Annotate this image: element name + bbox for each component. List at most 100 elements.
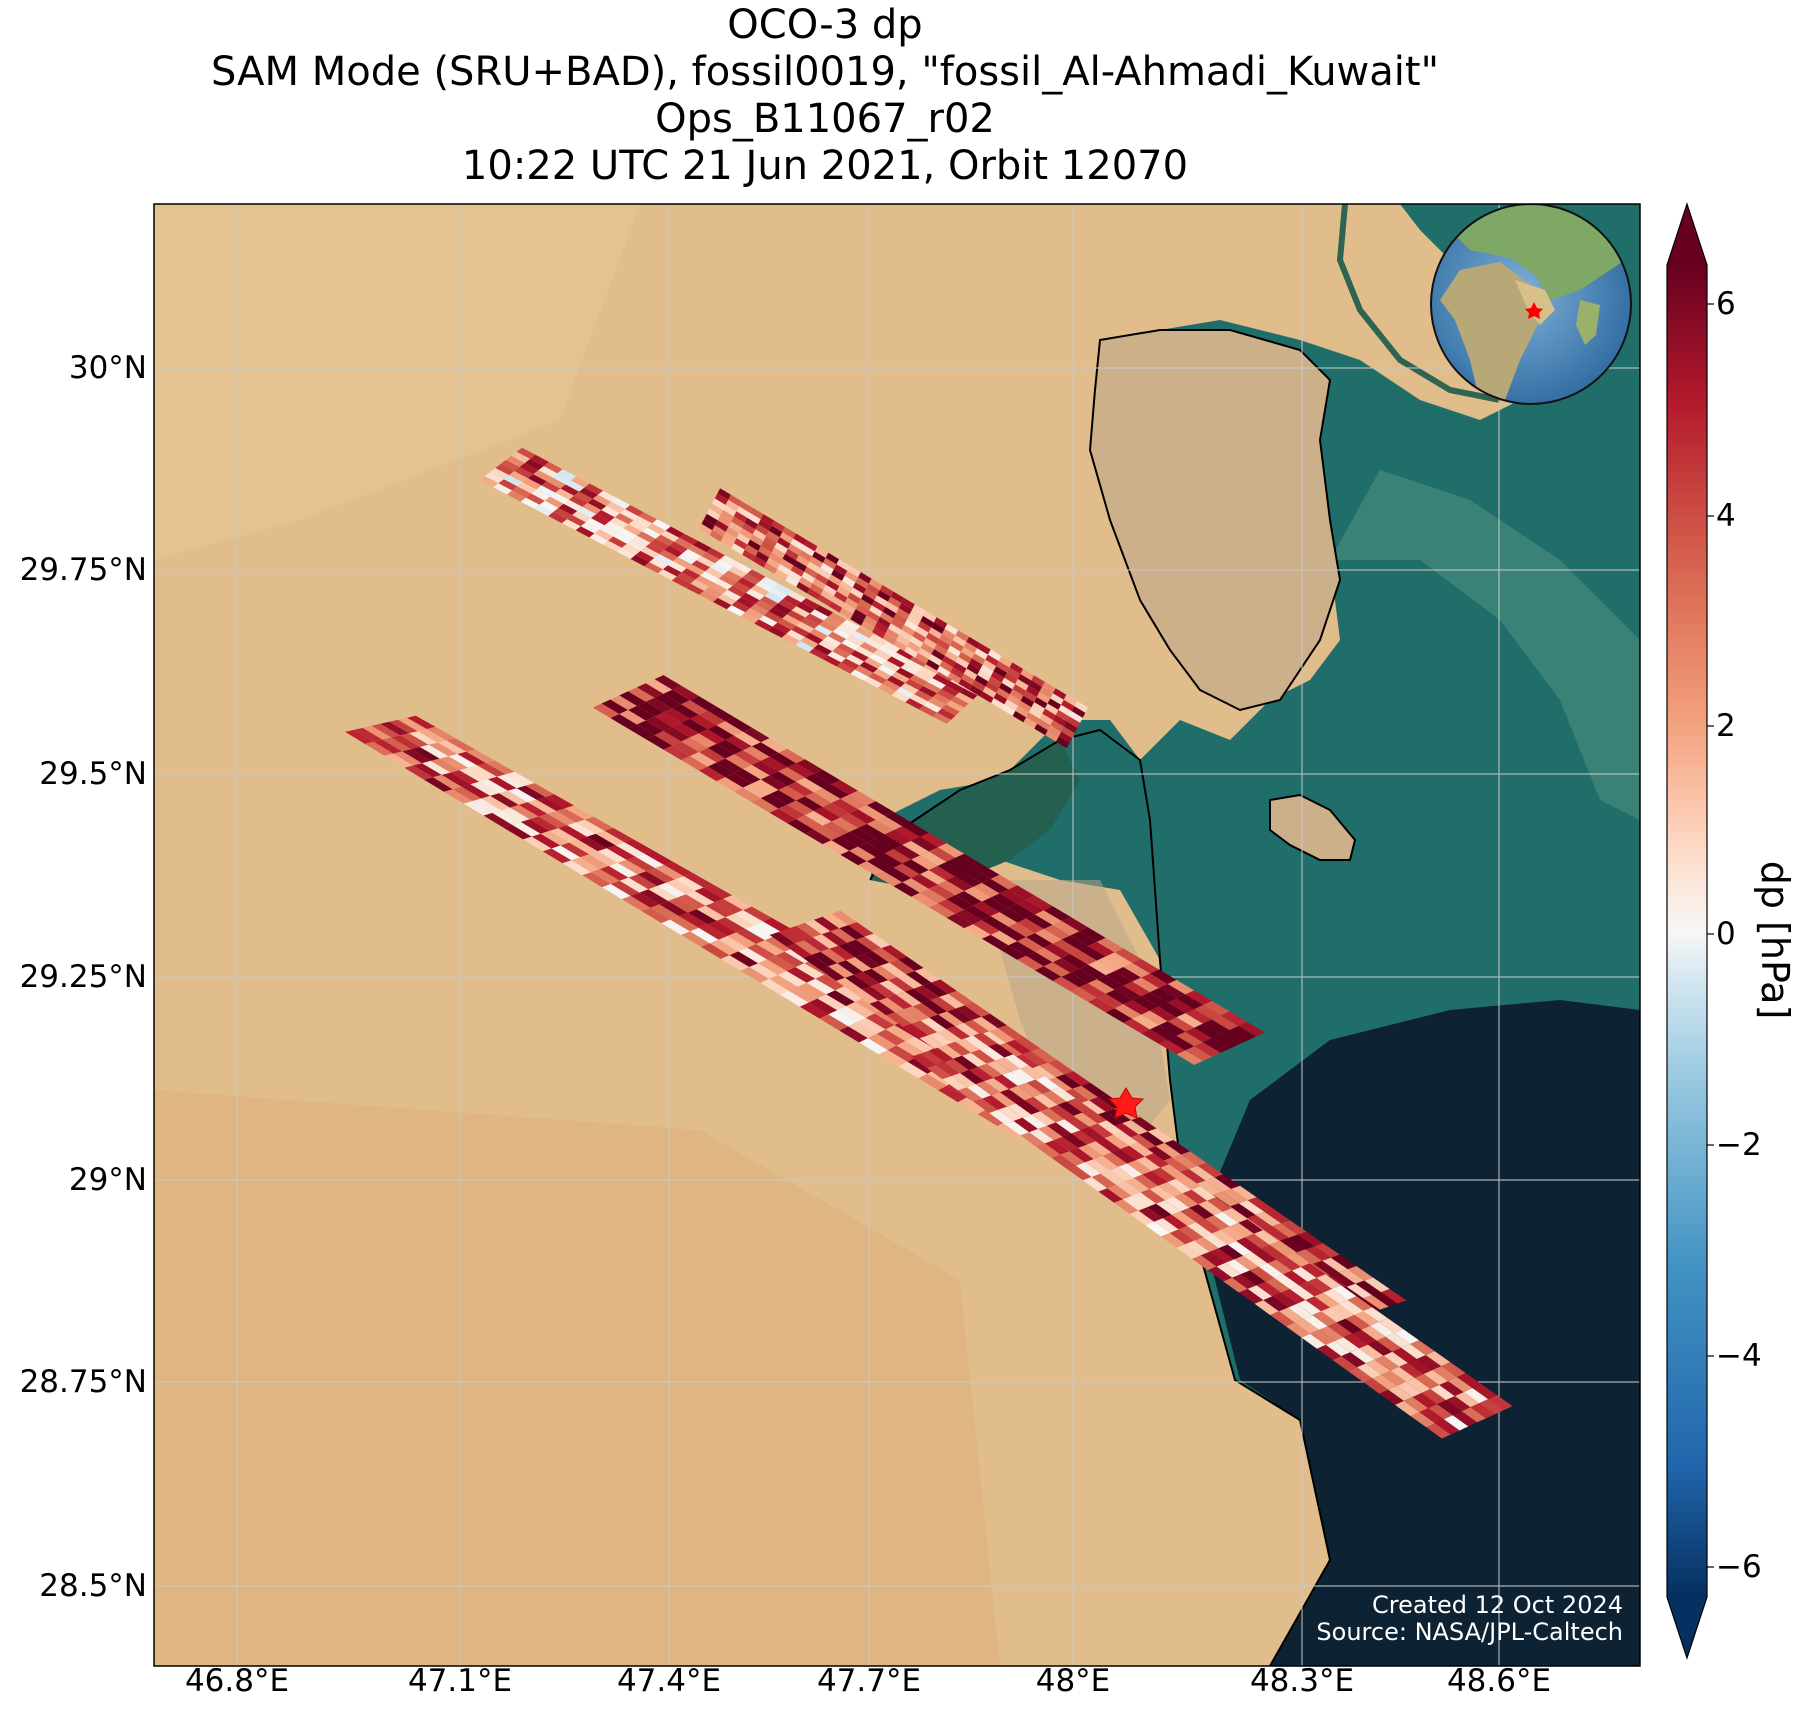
dp-sounding-cell xyxy=(660,530,680,542)
dp-sounding-cell xyxy=(1160,1164,1185,1179)
dp-sounding-cell xyxy=(1352,1329,1377,1345)
dp-sounding-cell xyxy=(868,672,887,684)
dp-sounding-cell xyxy=(885,601,899,614)
dp-sounding-cell xyxy=(674,876,704,891)
dp-sounding-cell xyxy=(918,647,932,660)
dp-sounding-cell xyxy=(1325,1341,1351,1357)
dp-sounding-cell xyxy=(714,898,744,914)
dp-sounding-cell xyxy=(990,912,1018,927)
globe-star-marker xyxy=(1525,302,1543,319)
dp-sounding-cell xyxy=(1020,1132,1045,1147)
dp-sounding-cell xyxy=(747,512,761,525)
dp-sounding-cell xyxy=(791,606,811,618)
dp-sounding-cell xyxy=(594,529,614,541)
dp-sounding-cell xyxy=(899,629,913,642)
dp-sounding-cell xyxy=(918,666,937,678)
dp-sounding-cell xyxy=(895,1009,921,1024)
dp-sounding-cell xyxy=(945,681,964,693)
dp-sounding-cell xyxy=(974,648,988,660)
dp-sounding-cell xyxy=(657,882,686,898)
dp-sounding-cell xyxy=(511,451,531,463)
dp-sounding-cell xyxy=(565,805,594,820)
dp-sounding-cell xyxy=(1088,997,1115,1013)
dp-sounding-cell xyxy=(933,617,948,629)
dp-sounding-cell xyxy=(636,701,664,717)
dp-sounding-cell xyxy=(848,1022,877,1039)
dp-sounding-cell xyxy=(548,511,568,524)
dp-sounding-cell xyxy=(1347,1296,1373,1311)
dp-sounding-cell xyxy=(795,940,821,955)
dp-sounding-cell xyxy=(928,884,956,900)
dp-sounding-cell xyxy=(911,874,938,889)
dp-sounding-cell xyxy=(734,750,761,765)
dp-sounding-cell xyxy=(814,605,834,617)
dp-sounding-cell xyxy=(572,511,591,523)
dp-sounding-cell xyxy=(1419,1408,1444,1424)
dp-sounding-cell xyxy=(942,1076,967,1091)
dp-sounding-cell xyxy=(1008,885,1035,900)
dp-sounding-cell xyxy=(557,469,577,481)
dp-sounding-cell xyxy=(486,760,515,775)
dp-sounding-cell xyxy=(1125,1177,1150,1193)
dp-sounding-cell xyxy=(1214,1174,1240,1189)
dp-sounding-cell xyxy=(516,785,546,800)
dp-sounding-cell xyxy=(690,696,717,711)
dp-sounding-cell xyxy=(950,696,969,708)
dp-sounding-cell xyxy=(955,656,970,669)
dp-sounding-cell xyxy=(890,618,905,630)
dp-sounding-cell xyxy=(1287,1303,1313,1319)
x-tick-label: 47.1°E xyxy=(407,1663,513,1699)
dp-sounding-cell xyxy=(1156,1200,1181,1215)
dp-sounding-cell xyxy=(552,473,571,485)
dp-sounding-cell xyxy=(1176,1175,1201,1190)
dp-sounding-cell xyxy=(773,603,792,615)
dp-sounding-cell xyxy=(580,854,609,870)
dp-sounding-cell xyxy=(862,968,889,984)
dp-sounding-cell xyxy=(1441,1362,1466,1378)
dp-sounding-cell xyxy=(393,751,423,766)
dp-sounding-cell xyxy=(723,895,752,911)
dp-sounding-cell xyxy=(468,765,497,780)
dp-sounding-cell xyxy=(839,1026,868,1043)
dp-sounding-cell xyxy=(1061,699,1075,712)
dp-sounding-cell xyxy=(850,587,864,599)
title-line-3: Ops_B11067_r02 xyxy=(655,96,995,142)
dp-sounding-cell xyxy=(1238,1288,1264,1304)
dp-sounding-cell xyxy=(624,839,654,854)
dp-sounding-cell xyxy=(808,998,838,1015)
dp-sounding-cell xyxy=(920,832,947,848)
dp-sounding-cell xyxy=(849,846,876,862)
dp-sounding-cell xyxy=(672,704,699,719)
dp-sounding-cell xyxy=(1132,996,1159,1011)
dp-sounding-cell xyxy=(1403,1397,1429,1413)
dp-sounding-cell xyxy=(909,636,924,648)
dp-sounding-cell xyxy=(1036,1143,1061,1158)
dp-sounding-cell xyxy=(529,816,559,831)
dp-sounding-cell xyxy=(920,642,935,655)
dp-sounding-cell xyxy=(1120,1145,1145,1161)
dp-sounding-cell xyxy=(875,834,903,849)
dp-sounding-cell xyxy=(1030,1065,1056,1081)
dp-sounding-cell xyxy=(518,802,548,817)
dp-sounding-cell xyxy=(969,658,983,670)
dp-sounding-cell xyxy=(911,1020,938,1036)
dp-sounding-cell xyxy=(778,785,805,801)
dp-sounding-cell xyxy=(507,490,526,502)
dp-sounding-cell xyxy=(1223,1277,1248,1293)
dp-sounding-cell xyxy=(1357,1363,1382,1379)
dp-sounding-cell xyxy=(707,725,735,740)
title-line-2: SAM Mode (SRU+BAD), fossil0019, "fossil_… xyxy=(211,49,1439,95)
dp-sounding-cell xyxy=(866,610,880,622)
dp-sounding-cell xyxy=(1234,1255,1259,1271)
dp-sounding-cell xyxy=(437,740,467,754)
dp-sounding-cell xyxy=(984,1078,1009,1093)
dp-sounding-cell xyxy=(981,934,1009,950)
dp-sounding-cell xyxy=(874,595,888,607)
dp-sounding-cell xyxy=(701,552,720,564)
dp-sounding-cell xyxy=(931,622,945,634)
dp-sounding-cell xyxy=(562,860,592,876)
dp-sounding-cell xyxy=(944,1058,969,1074)
dp-sounding-cell xyxy=(777,618,796,630)
dp-sounding-cell xyxy=(1042,708,1056,721)
dp-sounding-cell xyxy=(1146,1146,1173,1161)
